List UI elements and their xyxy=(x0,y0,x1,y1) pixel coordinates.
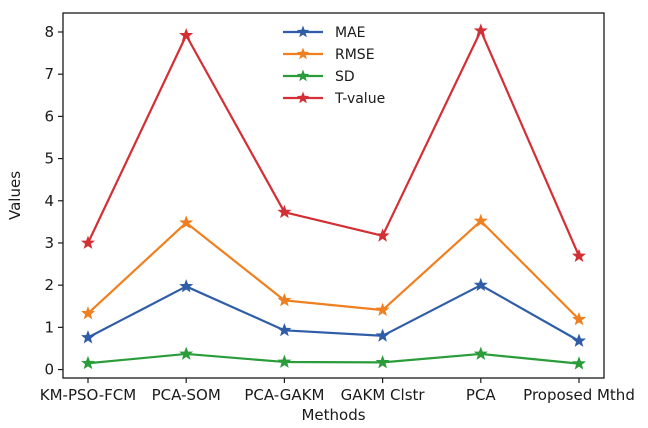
data-point-sd xyxy=(473,346,488,360)
data-point-t-value xyxy=(473,23,488,37)
plot-frame xyxy=(62,12,605,379)
y-tick-label: 6 xyxy=(44,107,54,125)
series-line-t-value xyxy=(87,29,581,257)
x-tick-label: PCA xyxy=(466,386,497,404)
data-point-mae xyxy=(473,277,488,292)
data-point-mae xyxy=(572,333,586,347)
x-axis-ticks: KM-PSO-FCM PCA-SOM PCA-GAKM GAKM Clstr PCA Pr… xyxy=(40,378,635,404)
data-point-sd xyxy=(572,356,586,370)
data-point-rmse xyxy=(473,213,488,227)
data-point-t-value xyxy=(81,235,95,249)
data-point-mae xyxy=(179,279,194,293)
x-tick-label: Proposed Mthd xyxy=(523,386,635,404)
legend: MAE RMSE SD T-value xyxy=(283,25,385,107)
y-tick-label: 8 xyxy=(44,23,54,41)
y-tick-label: 7 xyxy=(44,65,54,83)
data-point-sd xyxy=(81,355,95,370)
y-tick-label: 5 xyxy=(44,150,54,168)
data-point-rmse xyxy=(572,311,586,326)
legend-label-sd: SD xyxy=(335,69,355,85)
y-tick-label: 3 xyxy=(44,234,54,252)
y-tick-label: 0 xyxy=(44,361,54,379)
series-line-sd xyxy=(87,352,580,365)
x-tick-label: PCA-SOM xyxy=(152,386,221,404)
data-point-rmse xyxy=(81,306,95,320)
y-tick-label: 4 xyxy=(44,192,54,210)
data-point-sd xyxy=(375,355,390,369)
y-tick-label: 1 xyxy=(44,318,54,336)
data-point-t-value xyxy=(572,248,586,263)
data-point-t-value xyxy=(375,228,390,242)
data-point-mae xyxy=(375,328,390,342)
data-point-t-value xyxy=(277,204,292,219)
x-tick-label: GAKM Clstr xyxy=(341,386,426,404)
legend-marker-t-value xyxy=(296,91,310,104)
x-axis-label: Methods xyxy=(301,406,365,424)
data-point-rmse xyxy=(375,302,390,317)
series-line-mae xyxy=(87,284,580,342)
y-tick-label: 2 xyxy=(44,276,54,294)
data-point-t-value xyxy=(179,27,194,42)
y-axis-label: Values xyxy=(6,171,24,220)
data-point-rmse xyxy=(277,293,292,307)
data-point-rmse xyxy=(179,215,194,229)
legend-marker-sd xyxy=(296,69,310,82)
legend-marker-mae xyxy=(296,25,310,38)
legend-label-t-value: T-value xyxy=(334,91,385,107)
x-tick-label: KM-PSO-FCM xyxy=(40,386,136,404)
legend-label-mae: MAE xyxy=(335,25,366,41)
legend-marker-rmse xyxy=(296,47,310,60)
data-point-sd xyxy=(277,354,292,368)
data-point-mae xyxy=(277,322,292,337)
y-axis-ticks: 0 1 2 3 4 5 6 7 8 xyxy=(44,23,63,379)
data-point-sd xyxy=(179,346,194,360)
series-line-rmse xyxy=(87,219,580,321)
series-markers xyxy=(81,23,586,370)
data-point-mae xyxy=(81,330,95,344)
x-tick-label: PCA-GAKM xyxy=(244,386,324,404)
series-lines xyxy=(87,29,581,365)
legend-label-rmse: RMSE xyxy=(335,47,375,63)
